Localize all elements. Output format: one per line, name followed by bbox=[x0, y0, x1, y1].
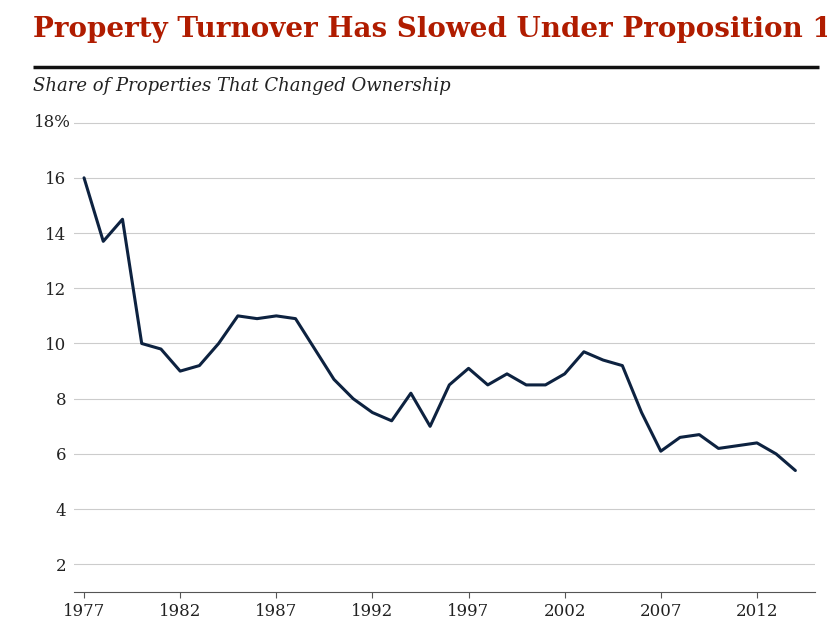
Text: 18%: 18% bbox=[34, 114, 71, 131]
Text: Share of Properties That Changed Ownership: Share of Properties That Changed Ownersh… bbox=[33, 77, 451, 95]
Text: Property Turnover Has Slowed Under Proposition 13: Property Turnover Has Slowed Under Propo… bbox=[33, 16, 827, 43]
